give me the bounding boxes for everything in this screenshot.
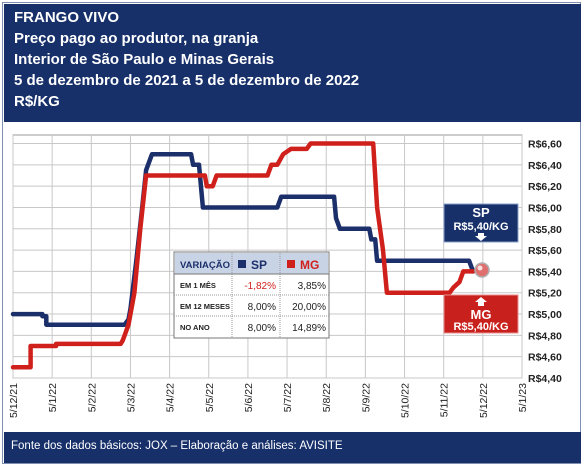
- series-line-sp: [10, 151, 476, 327]
- variation-table: VARIAÇÃO SP MG EM 1 MÊS -1,82% 3,85% EM …: [173, 251, 330, 339]
- x-tick-label: 5/7/22: [282, 383, 294, 412]
- x-tick-label: 5/1/23: [517, 383, 529, 412]
- y-tick-label: R$6,40: [528, 160, 562, 172]
- sp-callout-price: R$5,40/KG: [453, 221, 508, 233]
- x-tick-label: 5/1/22: [47, 383, 59, 412]
- table-header-variacao: VARIAÇÃO: [180, 260, 230, 271]
- table-cell-mg: 20,00%: [292, 302, 326, 313]
- chart-title: FRANGO VIVO: [14, 9, 120, 26]
- chart-period: 5 de dezembro de 2021 a 5 de dezembro de…: [14, 72, 360, 89]
- y-tick-label: R$5,00: [528, 309, 562, 321]
- x-tick-label: 5/9/22: [360, 383, 372, 412]
- sp-callout: SP R$5,40/KG: [443, 203, 519, 243]
- x-tick-label: 5/12/22: [478, 383, 490, 418]
- mg-callout-price: R$5,40/KG: [453, 321, 508, 333]
- latest-point-highlight: [477, 265, 483, 271]
- table-cell-sp: 8,00%: [248, 323, 276, 334]
- chart-footer: Fonte dos dados básicos: JOX – Elaboraçã…: [4, 432, 581, 463]
- chart-subtitle: Preço pago ao produtor, na granja: [14, 30, 259, 47]
- series-line-mg: [10, 141, 476, 370]
- chart-unit: R$/KG: [14, 93, 60, 110]
- x-tick-label: 5/6/22: [243, 383, 255, 412]
- sp-legend-swatch: [238, 260, 246, 268]
- source-note: Fonte dos dados básicos: JOX – Elaboraçã…: [11, 440, 343, 452]
- mg-legend-swatch: [287, 260, 295, 268]
- table-row-label: NO ANO: [180, 323, 210, 332]
- table-header-sp: SP: [251, 258, 267, 272]
- x-tick-label: 5/4/22: [165, 383, 177, 412]
- table-cell-mg: 3,85%: [298, 281, 326, 292]
- x-tick-label: 5/2/22: [86, 383, 98, 412]
- y-tick-label: R$4,40: [528, 373, 562, 385]
- y-tick-label: R$6,20: [528, 181, 562, 193]
- x-tick-label: 5/10/22: [400, 383, 412, 418]
- y-tick-label: R$4,80: [528, 330, 562, 342]
- y-tick-label: R$5,80: [528, 224, 562, 236]
- arrow-down-icon: [475, 233, 487, 241]
- y-tick-label: R$5,60: [528, 245, 562, 257]
- x-tick-label: 5/5/22: [204, 383, 216, 412]
- x-tick-label: 5/3/22: [125, 383, 137, 412]
- arrow-up-icon: [475, 297, 487, 306]
- mg-callout: MG R$5,40/KG: [443, 294, 519, 334]
- table-row-label: EM 12 MESES: [180, 302, 230, 311]
- chart-header: FRANGO VIVO Preço pago ao produtor, na g…: [4, 4, 581, 122]
- y-tick-label: R$5,20: [528, 288, 562, 300]
- x-tick-label: 5/8/22: [321, 383, 333, 412]
- table-header-mg: MG: [300, 258, 319, 272]
- x-tick-label: 5/12/21: [8, 383, 20, 418]
- chart-region: Interior de São Paulo e Minas Gerais: [14, 51, 275, 68]
- y-tick-label: R$4,60: [528, 352, 562, 364]
- table-cell-sp: 8,00%: [248, 302, 276, 313]
- y-tick-label: R$6,00: [528, 202, 562, 214]
- latest-point-marker: [474, 262, 490, 278]
- table-row-label: EM 1 MÊS: [180, 281, 216, 290]
- table-cell-mg: 14,89%: [292, 323, 326, 334]
- table-cell-sp: -1,82%: [244, 281, 276, 292]
- mg-callout-name: MG: [471, 307, 492, 322]
- y-tick-label: R$6,60: [528, 139, 562, 151]
- sp-callout-name: SP: [472, 205, 490, 220]
- x-tick-label: 5/11/22: [439, 383, 451, 417]
- y-tick-label: R$5,40: [528, 266, 562, 278]
